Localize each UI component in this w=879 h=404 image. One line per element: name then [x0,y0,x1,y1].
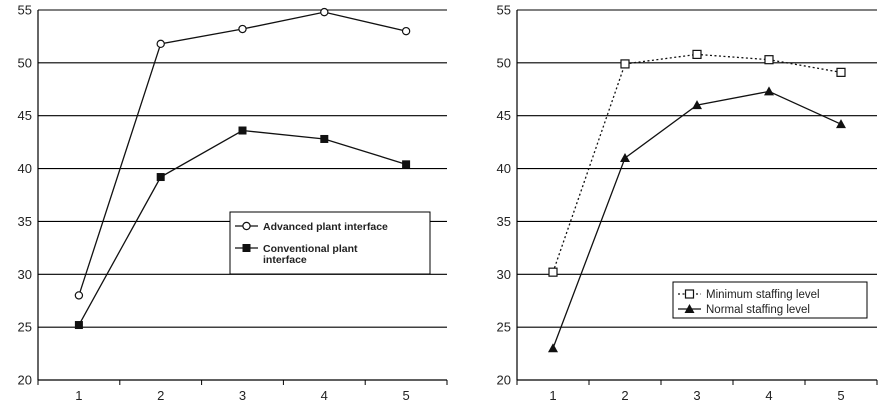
y-tick-label: 55 [497,3,511,18]
y-tick-label: 55 [18,3,32,18]
legend-marker [684,289,695,299]
data-point [692,100,702,110]
legend-label: Minimum staffing level [706,289,820,301]
y-tick-label: 50 [18,55,32,70]
x-tick-label: 4 [765,388,772,403]
legend-box [672,281,868,319]
y-tick-label: 30 [18,267,32,282]
x-tick-label: 1 [75,388,82,403]
y-tick-label: 35 [18,214,32,229]
data-point [156,173,165,182]
y-tick-label: 20 [18,373,32,388]
legend-label: Normal staffing level [706,304,810,316]
legend-marker [684,304,695,313]
x-tick-label: 5 [402,388,409,403]
data-point [692,49,702,60]
y-tick-label: 45 [497,108,511,123]
legend-marker [242,244,251,252]
legend: Minimum staffing level Normal staffing le… [672,281,868,319]
data-point [401,26,411,36]
y-tick-label: 45 [18,108,32,123]
legend-marker [242,221,251,231]
legend-label: Advanced plant interface [263,221,388,233]
x-tick-label: 1 [549,388,556,403]
data-point [402,160,411,169]
legend-box [229,211,431,275]
series-1 [74,7,411,300]
data-point [320,134,329,143]
data-point [238,126,247,135]
data-point [764,55,774,65]
data-point [74,321,83,330]
y-tick-label: 40 [18,161,32,176]
y-tick-label: 40 [497,161,511,176]
x-tick-label: 3 [693,388,700,403]
x-tick-label: 4 [321,388,328,403]
x-tick-label: 2 [621,388,628,403]
x-tick-label: 2 [157,388,164,403]
series-2 [74,126,411,330]
y-tick-label: 20 [497,373,511,388]
legend-label: Conventional plant interface [263,243,358,266]
series-1 [548,49,846,277]
data-point [620,59,630,69]
series-2 [548,86,846,353]
data-point [548,267,558,277]
legend: Advanced plant interface Conventional pla… [229,211,431,275]
x-tick-label: 5 [837,388,844,403]
y-tick-label: 25 [18,320,32,335]
data-point [74,291,84,300]
y-tick-label: 25 [497,320,511,335]
x-tick-label: 3 [239,388,246,403]
data-point [320,7,329,17]
data-point [836,67,846,77]
series-line [552,53,842,273]
y-tick-label: 50 [497,55,511,70]
y-tick-label: 30 [497,267,511,282]
data-point [836,119,846,129]
data-point [156,39,165,49]
data-point [620,153,630,162]
y-tick-label: 35 [497,214,511,229]
data-point [764,86,774,96]
data-point [238,24,247,34]
data-point [548,343,558,353]
